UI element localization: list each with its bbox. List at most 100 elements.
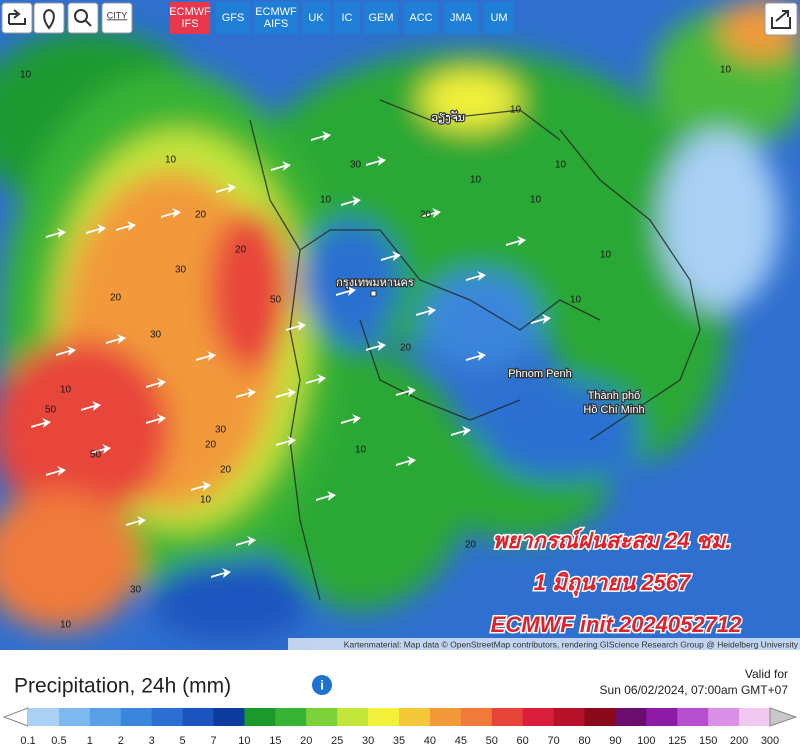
model-button-bg	[484, 2, 514, 34]
scale-tick-label: 7	[210, 735, 216, 747]
valid-time: Sun 06/02/2024, 07:00am GMT+07	[600, 683, 789, 697]
legend-panel: Precipitation, 24h (mm) i Valid for Sun …	[2, 667, 798, 747]
scale-tick-label: 80	[578, 735, 590, 747]
contour-label: 10	[600, 250, 612, 261]
wind-arrow	[211, 568, 231, 578]
scale-tick-label: 15	[269, 735, 281, 747]
city-button[interactable]	[101, 2, 133, 34]
scale-swatch	[677, 708, 709, 726]
contour-label: 30	[215, 425, 227, 436]
scale-arrow-low	[2, 707, 29, 727]
city-label: Hồ Chí Minh	[583, 404, 644, 416]
info-icon: i	[320, 677, 324, 692]
scale-swatch	[429, 708, 462, 726]
wind-arrow	[56, 346, 76, 356]
model-button[interactable]: ACC	[404, 2, 438, 34]
city-label: กรุงเทพมหานคร	[336, 277, 414, 289]
model-button-label: ECMWF	[169, 6, 211, 18]
scale-tick-label: 5	[180, 735, 186, 747]
contour-label: 30	[350, 160, 362, 171]
scale-tick-label: 200	[730, 735, 748, 747]
scale-swatch	[28, 708, 60, 726]
model-button[interactable]: UK	[302, 2, 330, 34]
scale-swatch	[708, 708, 740, 726]
model-button-label: UK	[308, 12, 324, 24]
wind-arrow	[311, 131, 331, 141]
contour-label: 10	[355, 445, 367, 456]
wind-arrow	[46, 228, 66, 238]
wind-arrow	[451, 426, 471, 436]
wind-arrow	[31, 418, 51, 428]
wind-arrow	[126, 516, 146, 526]
contour-label: 20	[205, 440, 217, 451]
scale-swatch	[460, 708, 493, 726]
contour-label: 10	[720, 65, 732, 76]
model-button-label: ACC	[409, 12, 432, 24]
scale-tick-label: 10	[238, 735, 250, 747]
legend-title: Precipitation, 24h (mm)	[14, 675, 231, 698]
contour-label: 30	[130, 585, 142, 596]
model-button-label: JMA	[450, 12, 473, 24]
wind-arrow	[366, 341, 386, 351]
scale-tick-label: 0.1	[20, 735, 35, 747]
scale-swatch	[646, 708, 678, 726]
scale-swatch	[306, 708, 338, 726]
contour-label: 20	[400, 343, 412, 354]
city-button-label: CITY	[107, 10, 128, 20]
scale-swatch	[120, 708, 153, 726]
location-button[interactable]	[33, 2, 65, 34]
wind-arrow	[236, 536, 256, 546]
model-button[interactable]: UM	[484, 2, 514, 34]
model-button-label: UM	[490, 12, 507, 24]
scale-tick-label: 90	[609, 735, 621, 747]
zoom-icon-handle	[84, 19, 92, 27]
city-label: ວຽງຈັນ	[431, 111, 465, 124]
contour-label: 50	[90, 450, 102, 461]
share-button[interactable]	[1, 2, 33, 34]
contour-label: 10	[20, 70, 32, 81]
model-button[interactable]: IC	[334, 2, 360, 34]
scale-tick-label: 150	[699, 735, 717, 747]
share-icon	[8, 9, 26, 25]
scale-tick-label: 60	[517, 735, 529, 747]
forecast-caption: พยากรณ์ฝนสะสม 24 ชม.	[493, 528, 732, 553]
forecast-caption: ECMWF init.2024052712	[491, 612, 742, 637]
contour-label: 10	[60, 620, 72, 631]
valid-label: Valid for	[745, 667, 788, 681]
model-button[interactable]: GEM	[364, 2, 398, 34]
wind-arrow	[276, 388, 296, 398]
wind-arrow	[236, 388, 256, 398]
zoom-button[interactable]	[67, 2, 99, 34]
export-icon	[771, 10, 791, 29]
wind-arrow	[146, 414, 166, 424]
wind-arrow	[161, 208, 181, 218]
model-button-label: GFS	[222, 12, 245, 24]
wind-arrow	[366, 156, 386, 166]
attribution-bg	[288, 638, 800, 650]
city-label: Phnom Penh	[508, 368, 572, 380]
wind-arrow	[341, 196, 361, 206]
model-button-bg	[170, 2, 210, 34]
wind-arrow	[396, 386, 416, 396]
info-button[interactable]	[312, 675, 332, 695]
contour-label: 30	[150, 330, 162, 341]
wind-arrow	[116, 221, 136, 231]
wind-arrow	[86, 224, 106, 234]
city-label: Thành phố	[588, 390, 641, 402]
model-button[interactable]: JMA	[444, 2, 478, 34]
scale-swatch	[491, 708, 524, 726]
scale-swatch	[244, 708, 276, 726]
contour-label: 20	[220, 465, 232, 476]
export-button[interactable]	[764, 2, 798, 36]
map[interactable]: 10 20 10 20 10 30 20 50 50 50 30 20 30 10 20 10 30 20 10 10…	[0, 0, 800, 650]
model-button-label: GEM	[368, 12, 393, 24]
model-button[interactable]: GFS	[216, 2, 250, 34]
wind-arrow	[46, 466, 66, 476]
contour-label: 30	[175, 265, 187, 276]
scale-swatch	[522, 708, 555, 726]
wind-arrow	[276, 436, 296, 446]
model-button-label: IFS	[181, 18, 198, 30]
